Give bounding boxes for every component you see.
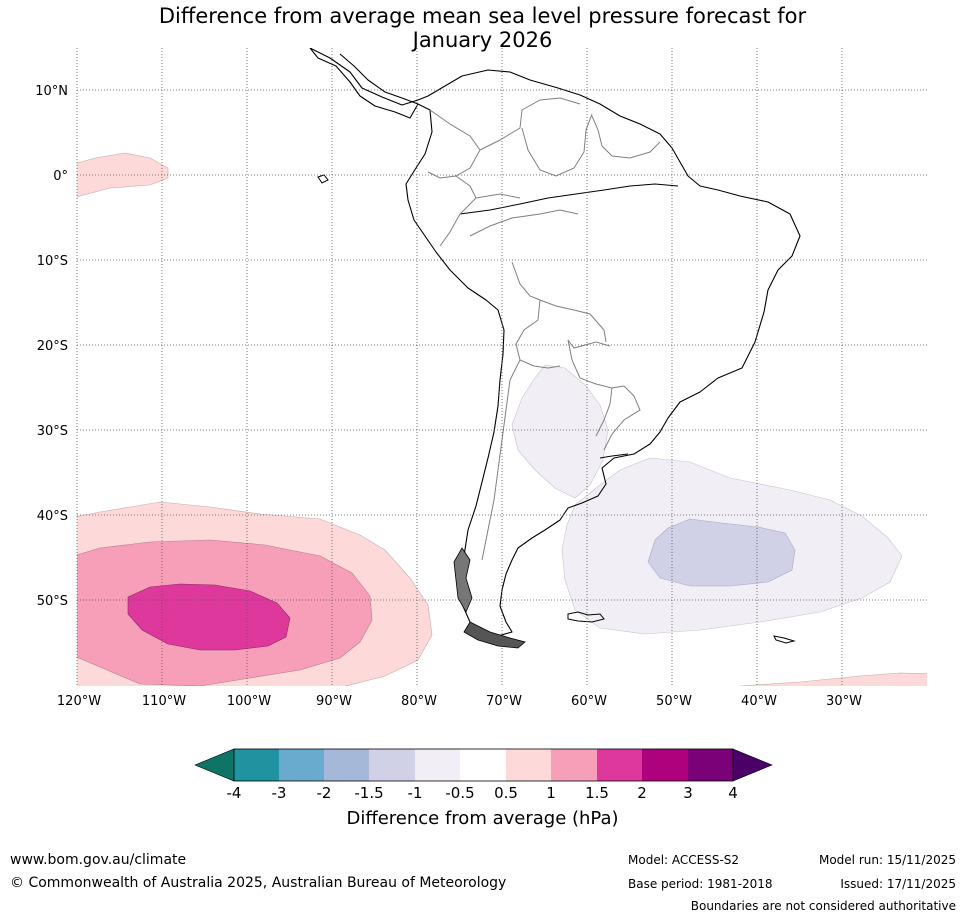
chilean-archipelago xyxy=(453,547,473,613)
longitude-labels: 120°W 110°W 100°W 90°W 80°W 70°W 60°W 50… xyxy=(57,694,862,709)
title-line-1: Difference from average mean sea level p… xyxy=(158,4,807,28)
amazon-river xyxy=(459,183,679,215)
south-america-coastline xyxy=(309,48,801,637)
falkland-islands xyxy=(567,611,605,623)
lon-label: 70°W xyxy=(486,694,522,709)
anomaly-region-magenta-sw xyxy=(127,583,291,651)
footer-model-run: Model run: 15/11/2025 xyxy=(818,853,956,867)
country-borders xyxy=(427,97,661,561)
lat-label: 10°S xyxy=(37,254,68,269)
map-title: Difference from average mean sea level p… xyxy=(0,4,965,52)
colorbar-title: Difference from average (hPa) xyxy=(346,808,619,829)
footer-base-period: Base period: 1981-2018 xyxy=(628,877,773,891)
title-line-2: January 2026 xyxy=(412,28,553,52)
colorbar-tick-label: -4 xyxy=(227,784,242,802)
lon-label: 100°W xyxy=(227,694,271,709)
lat-label: 30°S xyxy=(37,424,68,439)
colorbar-tick-label: 1.5 xyxy=(585,784,609,802)
lat-label: 20°S xyxy=(37,339,68,354)
anomaly-field xyxy=(77,48,927,686)
colorbar-bin xyxy=(234,749,279,781)
colorbar-bin xyxy=(369,749,415,781)
central-america-coastline xyxy=(309,48,419,119)
lon-label: 110°W xyxy=(142,694,186,709)
lon-label: 30°W xyxy=(826,694,862,709)
colorbar-bin xyxy=(324,749,369,781)
lat-label: 50°S xyxy=(37,594,68,609)
lon-label: 50°W xyxy=(656,694,692,709)
colorbar: -4 -3 -2 -1.5 -1 -0.5 0.5 1 1.5 2 3 4 xyxy=(194,748,773,802)
lat-label: 0° xyxy=(53,169,68,184)
lat-label: 40°S xyxy=(37,509,68,524)
graticule xyxy=(76,48,927,686)
colorbar-tick-label: 0.5 xyxy=(494,784,518,802)
lon-label: 60°W xyxy=(571,694,607,709)
lon-label: 90°W xyxy=(316,694,352,709)
colorbar-tick-label: 4 xyxy=(728,784,738,802)
colorbar-tick-label: 3 xyxy=(683,784,693,802)
colorbar-bin xyxy=(597,749,642,781)
colorbar-tick-label: -2 xyxy=(317,784,332,802)
colorbar-bin xyxy=(551,749,597,781)
footer-model: Model: ACCESS-S2 xyxy=(628,853,740,867)
colorbar-tick-label: 2 xyxy=(637,784,647,802)
footer-issued: Issued: 17/11/2025 xyxy=(840,877,956,891)
anomaly-region-light-blue-atlantic xyxy=(647,518,796,587)
colorbar-bin xyxy=(642,749,688,781)
tierra-del-fuego xyxy=(463,621,526,649)
lon-label: 40°W xyxy=(741,694,777,709)
south-georgia xyxy=(773,635,796,644)
anomaly-region-lavender-argentina xyxy=(511,364,609,499)
colorbar-bin xyxy=(460,749,506,781)
anomaly-region-light-pink-se xyxy=(739,672,927,686)
colorbar-tick-label: -3 xyxy=(272,784,287,802)
lon-label: 80°W xyxy=(401,694,437,709)
colorbar-bin xyxy=(279,749,324,781)
colorbar-bin xyxy=(506,749,551,781)
colorbar-extend-low xyxy=(194,748,235,782)
lat-label: 10°N xyxy=(35,84,68,99)
colorbar-tick-label: 1 xyxy=(546,784,556,802)
colorbar-bin xyxy=(688,749,733,781)
colorbar-bin xyxy=(415,749,460,781)
galapagos-islands xyxy=(317,174,329,184)
footer-url[interactable]: www.bom.gov.au/climate xyxy=(10,852,187,868)
lon-label: 120°W xyxy=(57,694,101,709)
colorbar-tick-label: -0.5 xyxy=(445,784,474,802)
anomaly-region-light-pink-equator xyxy=(77,152,169,198)
colorbar-extend-high xyxy=(732,748,773,782)
colorbar-tick-label: -1.5 xyxy=(354,784,383,802)
rio-de-la-plata xyxy=(599,453,629,459)
footer-copyright: © Commonwealth of Australia 2025, Austra… xyxy=(10,875,507,891)
colorbar-tick-label: -1 xyxy=(408,784,423,802)
footer-disclaimer: Boundaries are not considered authoritat… xyxy=(690,899,956,913)
latitude-labels: 10°N 0° 10°S 20°S 30°S 40°S 50°S xyxy=(35,84,68,609)
